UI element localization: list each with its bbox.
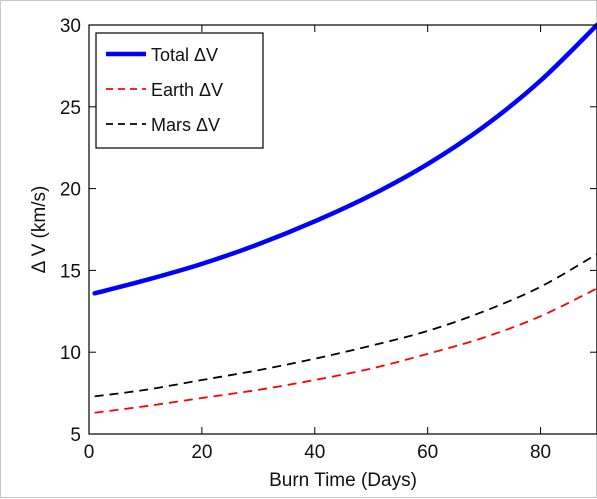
axes-layer: 0 20 40 60 80 5 10 15 20 25 30 <box>60 16 597 463</box>
legend-label-earth-v: Earth ΔV <box>151 80 223 100</box>
legend-box <box>95 32 264 149</box>
y-tick-label: 25 <box>60 98 81 119</box>
x-tick-label: 80 <box>530 442 551 463</box>
series-line-mars-v <box>94 253 597 398</box>
x-tick-label: 40 <box>304 442 325 463</box>
y-tick-label: 5 <box>70 425 81 446</box>
legend-label-mars-v: Mars ΔV <box>151 115 220 135</box>
x-tick-label: 0 <box>84 442 95 463</box>
series-layer <box>92 22 597 414</box>
x-tick-label: 20 <box>191 442 212 463</box>
y-tick-label: 10 <box>60 343 81 364</box>
y-tick-label: 20 <box>60 180 81 201</box>
y-tick-label: 15 <box>60 261 81 282</box>
y-axis-title: Δ V (km/s) <box>29 186 50 274</box>
legend: Total ΔV Earth ΔV Mars ΔV <box>95 32 264 149</box>
plot-area-border <box>88 24 597 435</box>
series-line-total-v <box>92 22 597 296</box>
x-tick-label: 60 <box>417 442 438 463</box>
x-axis-title: Burn Time (Days) <box>269 470 417 491</box>
y-tick-label: 30 <box>60 16 81 37</box>
series-line-earth-v <box>94 287 597 414</box>
legend-label-total-v: Total ΔV <box>151 45 218 65</box>
